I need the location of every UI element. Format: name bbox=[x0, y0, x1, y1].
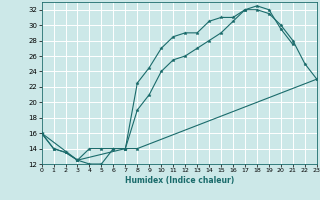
X-axis label: Humidex (Indice chaleur): Humidex (Indice chaleur) bbox=[124, 176, 234, 185]
